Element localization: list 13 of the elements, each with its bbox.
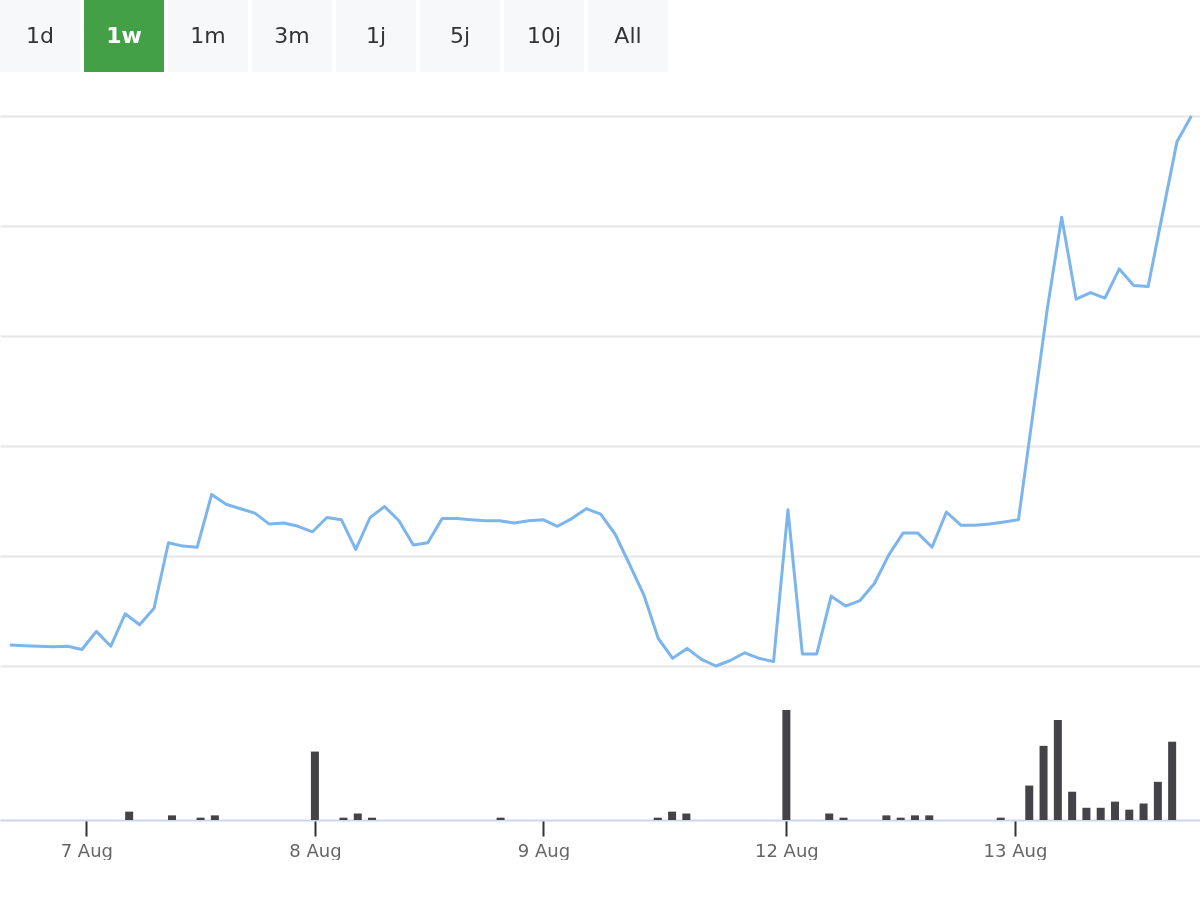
text: 1m [190,23,226,48]
text: 10j [526,23,562,48]
x-tick-label: 9 Aug [517,839,571,861]
x-tick-label: 8 Aug [289,839,342,861]
text: All [614,23,642,48]
text: 1d [26,23,54,48]
text: 1j [365,23,387,48]
text: 1w [106,23,142,48]
x-tick-label: 13 Aug [983,839,1048,861]
x-tick-label: 7 Aug [60,839,113,861]
x-tick-label: 12 Aug [754,839,819,861]
text: 3m [274,23,310,48]
text: 5j [449,23,471,48]
